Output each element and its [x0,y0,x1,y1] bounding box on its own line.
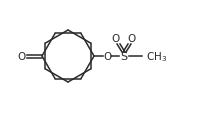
Text: S: S [120,52,127,61]
Text: CH$_3$: CH$_3$ [146,50,167,63]
Text: O: O [128,34,136,44]
Text: O: O [112,34,120,44]
Text: O: O [18,52,26,61]
Text: O: O [103,52,111,61]
